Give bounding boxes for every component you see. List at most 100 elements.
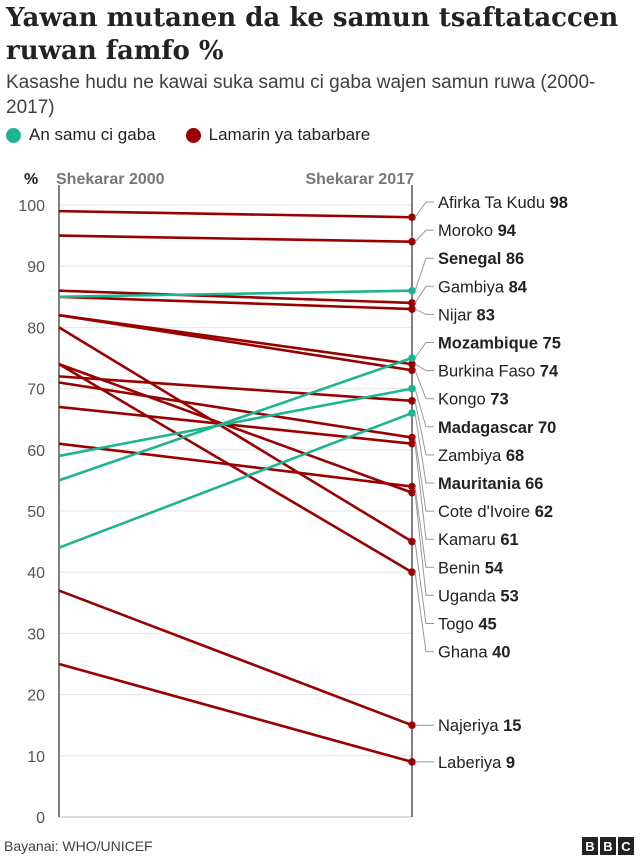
logo-letter: B xyxy=(600,837,616,855)
y-tick-label: 90 xyxy=(27,259,45,276)
end-point xyxy=(408,305,416,313)
country-label: Afirka Ta Kudu 98 xyxy=(438,194,568,212)
end-point xyxy=(408,721,416,729)
y-tick-label: 60 xyxy=(27,443,45,460)
end-point xyxy=(408,482,416,491)
country-name: Mozambique xyxy=(438,335,543,353)
country-name: Laberiya xyxy=(438,754,506,772)
country-value: 40 xyxy=(492,644,510,662)
label-connector xyxy=(414,285,434,304)
label-connector xyxy=(414,363,434,372)
source-note: Bayanai: WHO/UNICEF xyxy=(4,838,153,854)
series-line xyxy=(58,209,413,219)
legend: An samu ci gaba Lamarin ya tabarbare xyxy=(6,124,400,146)
series-line xyxy=(58,387,413,458)
country-value: 62 xyxy=(535,503,553,521)
country-name: Benin xyxy=(438,559,485,577)
series-line xyxy=(58,289,413,305)
country-name: Nijar xyxy=(438,306,477,324)
label-connector xyxy=(414,486,434,568)
end-point xyxy=(408,237,416,246)
bbc-logo: B B C xyxy=(582,837,634,855)
end-point xyxy=(408,366,416,375)
label-connector xyxy=(414,388,434,428)
country-label: Kamaru 61 xyxy=(438,531,519,549)
country-value: 98 xyxy=(550,194,568,212)
country-value: 54 xyxy=(485,559,504,577)
country-name: Kamaru xyxy=(438,531,500,549)
logo-letter: C xyxy=(618,837,634,855)
y-tick-label: 50 xyxy=(27,504,45,521)
country-name: Gambiya xyxy=(438,278,509,296)
end-point xyxy=(408,439,416,448)
legend-dot-improved-icon xyxy=(6,127,21,143)
legend-label-improved: An samu ci gaba xyxy=(29,125,156,144)
y-tick-label: 30 xyxy=(27,626,45,643)
y-tick-label: 40 xyxy=(27,565,45,582)
country-name: Afirka Ta Kudu xyxy=(438,194,550,212)
label-connector xyxy=(414,492,434,596)
series-line xyxy=(58,589,413,727)
series-line xyxy=(58,442,413,488)
end-point xyxy=(408,286,416,295)
end-point xyxy=(408,384,416,393)
country-value: 73 xyxy=(490,391,508,409)
end-point xyxy=(408,537,416,546)
legend-label-worsened: Lamarin ya tabarbare xyxy=(208,125,371,144)
country-value: 53 xyxy=(500,587,518,605)
country-name: Burkina Faso xyxy=(438,363,540,381)
label-connector xyxy=(414,257,434,291)
series-line xyxy=(58,363,413,574)
chart-subtitle: Kasashe hudu ne kawai suka samu ci gaba … xyxy=(6,72,596,118)
series-line xyxy=(58,405,413,445)
country-name: Mauritania xyxy=(438,475,525,493)
country-name: Senegal xyxy=(438,250,506,268)
series-line xyxy=(58,662,413,764)
legend-item-improved: An samu ci gaba xyxy=(6,125,156,145)
country-name: Ghana xyxy=(438,644,492,662)
end-point xyxy=(408,758,416,766)
y-tick-label: 10 xyxy=(27,749,45,766)
x-label-2017: Shekarar 2017 xyxy=(305,171,414,188)
series-line xyxy=(58,289,413,299)
country-value: 74 xyxy=(540,363,559,381)
end-point xyxy=(408,299,416,307)
y-axis-unit-label: % xyxy=(24,171,38,188)
country-name: Kongo xyxy=(438,391,490,409)
country-name: Cote d'Ivoire xyxy=(438,503,535,521)
country-value: 9 xyxy=(506,754,515,772)
x-label-2000: Shekarar 2000 xyxy=(56,171,165,188)
country-value: 61 xyxy=(500,531,518,549)
series-line xyxy=(58,362,413,494)
label-connector xyxy=(414,437,434,512)
country-name: Togo xyxy=(438,616,478,634)
series-line xyxy=(58,381,413,439)
country-name: Zambiya xyxy=(438,447,506,465)
country-label: Moroko 94 xyxy=(438,222,517,240)
country-label: Laberiya 9 xyxy=(438,754,515,772)
label-connector xyxy=(414,443,434,540)
y-tick-label: 80 xyxy=(27,320,45,337)
country-value: 75 xyxy=(543,335,561,353)
label-connector xyxy=(414,342,434,359)
series-line xyxy=(58,375,413,403)
series-line xyxy=(58,295,413,311)
country-value: 68 xyxy=(506,447,524,465)
country-label: Najeriya 15 xyxy=(438,717,521,735)
country-name: Uganda xyxy=(438,587,500,605)
country-value: 86 xyxy=(506,250,524,268)
label-connector xyxy=(414,541,434,624)
country-label: Ghana 40 xyxy=(438,644,510,662)
end-point xyxy=(408,213,416,222)
y-tick-label: 100 xyxy=(18,198,45,215)
country-value: 45 xyxy=(478,616,496,634)
series-line xyxy=(58,326,413,543)
legend-dot-worsened-icon xyxy=(185,127,201,143)
label-connector xyxy=(414,370,434,400)
country-label: Burkina Faso 74 xyxy=(438,363,559,381)
country-label: Cote d'Ivoire 62 xyxy=(438,503,553,521)
series-line xyxy=(58,411,413,549)
country-name: Madagascar xyxy=(438,419,538,437)
legend-item-worsened: Lamarin ya tabarbare xyxy=(185,125,371,145)
label-connector xyxy=(414,229,434,243)
